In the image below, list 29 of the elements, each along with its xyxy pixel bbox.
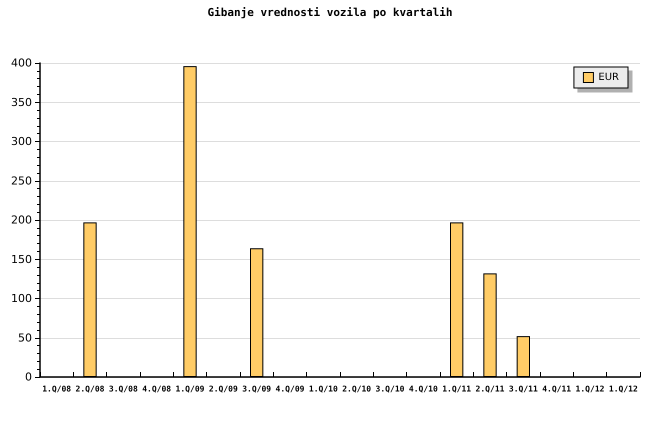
- x-tick-label: 2.Q/10: [342, 384, 372, 394]
- y-tick-label: 250: [11, 174, 32, 188]
- x-tick-label: 4.Q/09: [276, 384, 305, 394]
- y-tick-label: 100: [11, 292, 32, 305]
- x-tick-label: 3.Q/10: [376, 384, 405, 394]
- x-tick-label: 4.Q/10: [408, 384, 438, 394]
- x-tick-label: 1.Q/08: [42, 384, 72, 394]
- x-tick-label: 1.Q/09: [176, 384, 205, 394]
- y-tick-label: 50: [18, 331, 32, 344]
- x-tick-label: 4.Q/11: [542, 384, 572, 394]
- legend-label: EUR: [598, 72, 620, 83]
- y-tick-label: 400: [11, 56, 32, 70]
- y-tick-label: 150: [11, 252, 32, 266]
- x-tick-label: 3.Q/08: [108, 384, 138, 394]
- x-tick-label: 3.Q/09: [242, 384, 272, 394]
- x-tick-label: 4.Q/08: [142, 384, 172, 394]
- x-tick-label: 1.Q/12: [576, 384, 605, 394]
- x-tick-label: 3.Q/11: [508, 384, 538, 394]
- y-tick-label: 300: [11, 135, 32, 148]
- chart-title: Gibanje vrednosti vozila po kvartalih: [207, 6, 453, 19]
- x-tick-label: 2.Q/09: [208, 384, 238, 394]
- x-tick-label: 1.Q/12: [608, 384, 638, 394]
- x-tick-label: 1.Q/10: [308, 384, 338, 394]
- x-tick-label: 1.Q/11: [442, 384, 472, 394]
- x-tick-label: 2.Q/08: [76, 384, 105, 394]
- y-tick-label: 0: [25, 370, 32, 384]
- x-tick-label: 2.Q/11: [476, 384, 505, 394]
- y-tick-label: 200: [11, 214, 32, 226]
- y-tick-label: 350: [11, 96, 32, 109]
